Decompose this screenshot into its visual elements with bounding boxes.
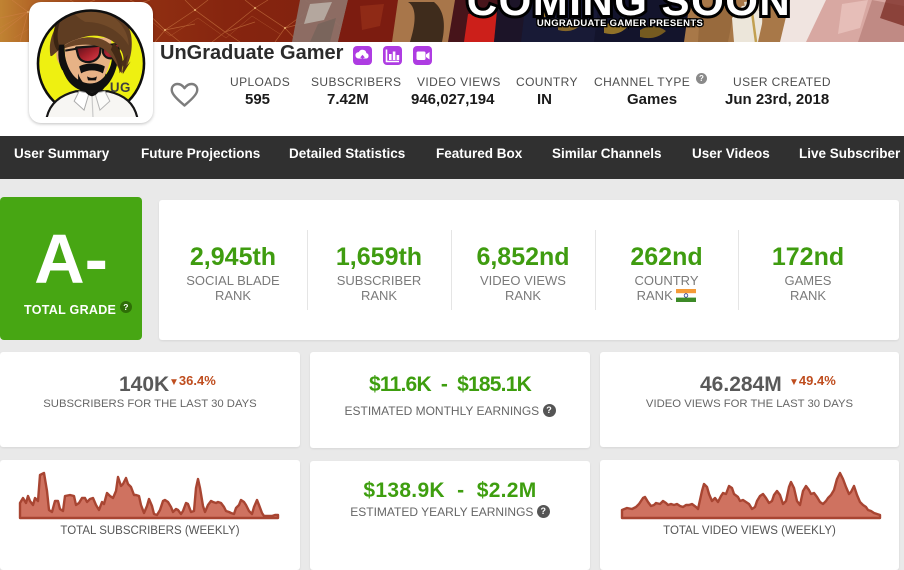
svg-text:COMING SOON: COMING SOON xyxy=(467,0,792,24)
svg-text:UNGRADUATE GAMER PRESENTS: UNGRADUATE GAMER PRESENTS xyxy=(537,18,703,29)
svg-text:UG: UG xyxy=(110,80,131,95)
